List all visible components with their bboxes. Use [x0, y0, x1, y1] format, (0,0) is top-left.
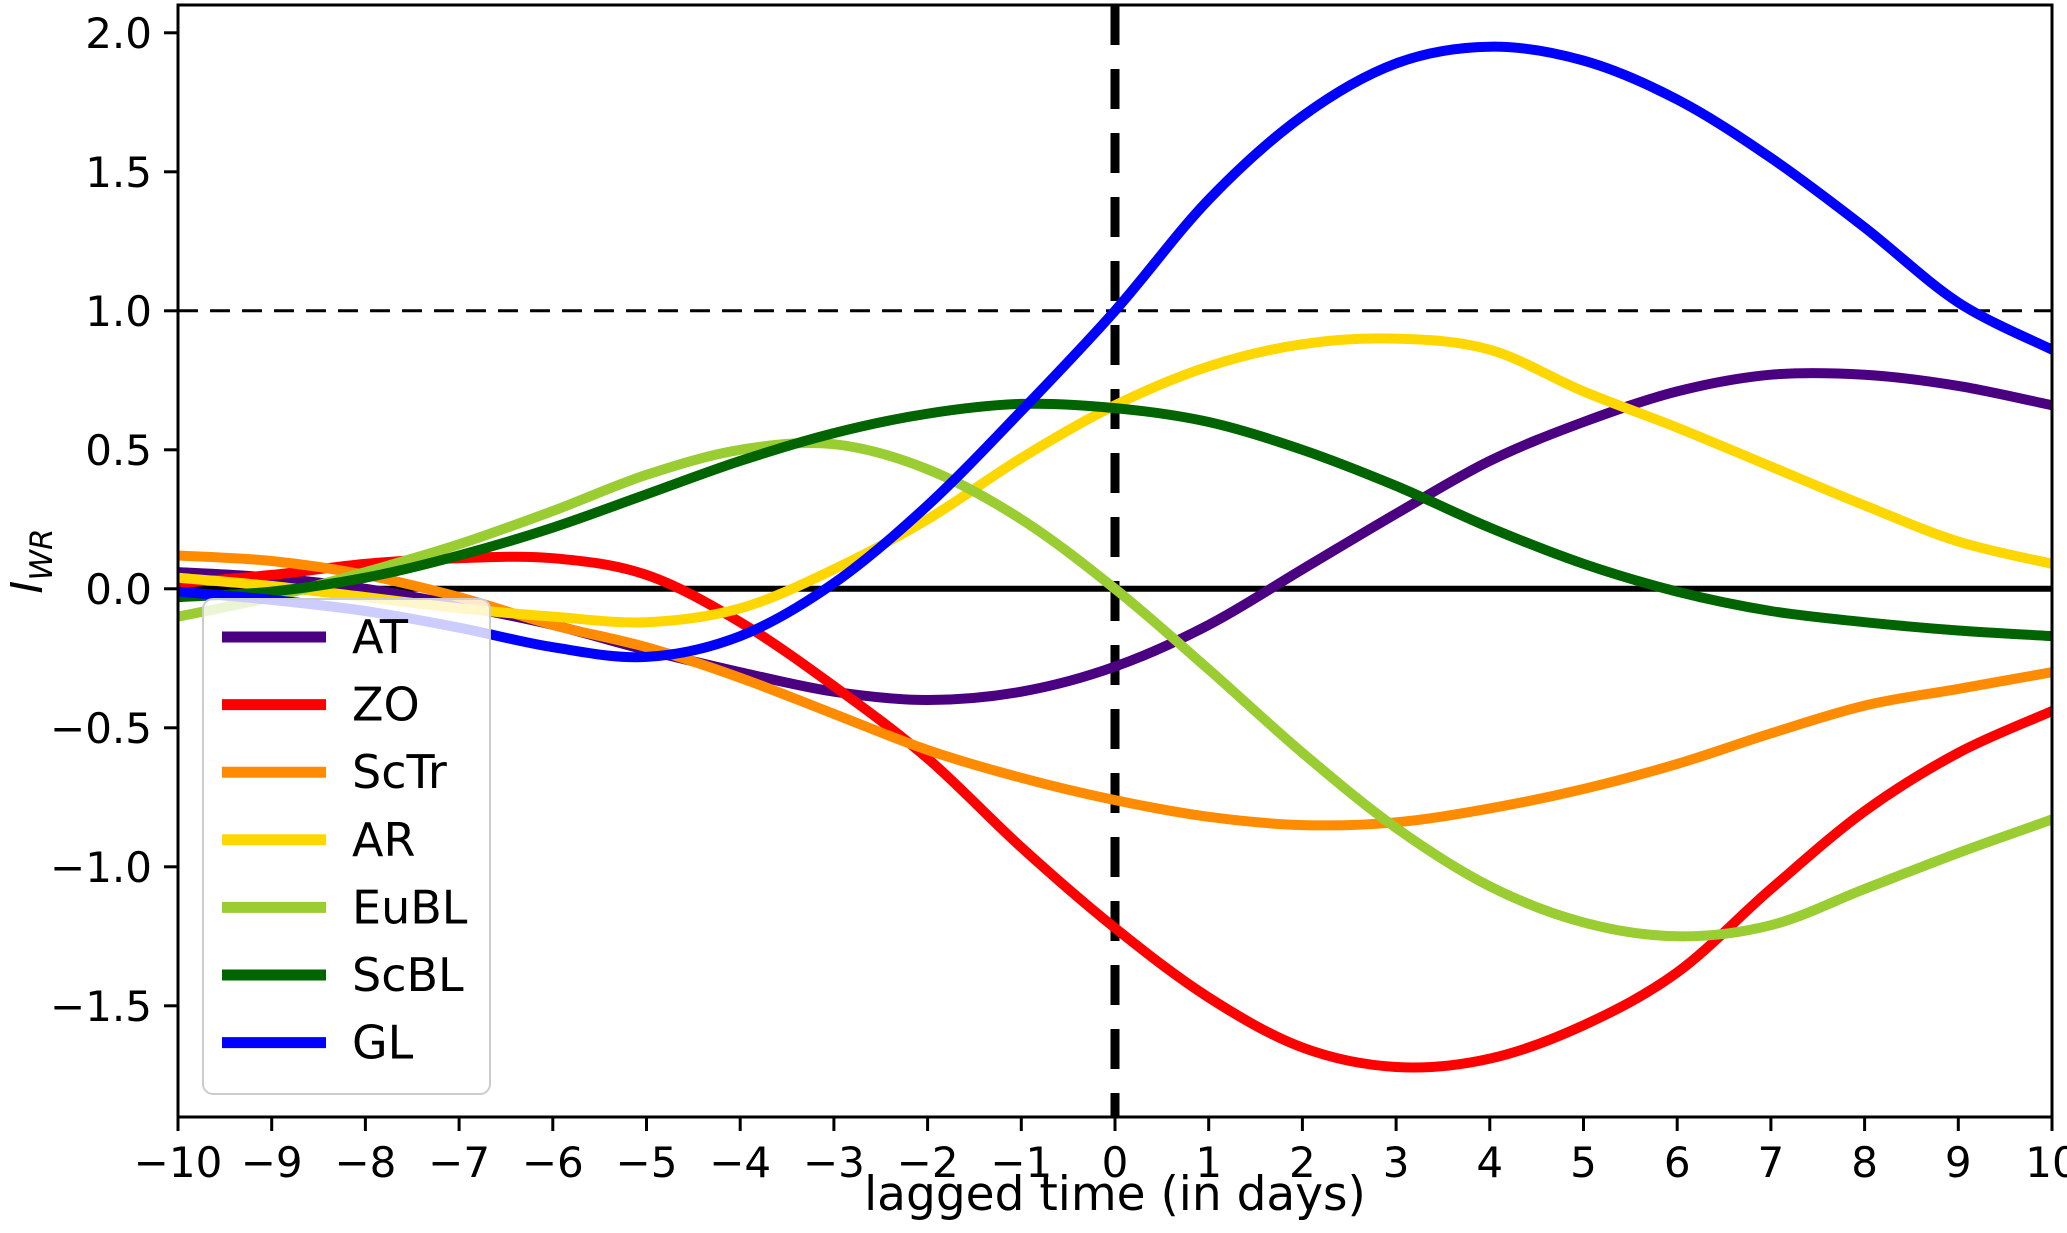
x-tick-label: 7 — [1758, 1138, 1785, 1187]
y-tick-label: 2.0 — [85, 9, 152, 58]
y-tick-label: −1.0 — [50, 843, 152, 892]
x-tick-label: 8 — [1851, 1138, 1878, 1187]
legend-label-GL: GL — [352, 1016, 414, 1070]
y-tick-label: 1.5 — [85, 148, 152, 197]
y-tick-label: −0.5 — [50, 704, 152, 753]
legend-item-GL: GL — [222, 1016, 414, 1070]
x-tick-label: −3 — [803, 1138, 865, 1187]
x-tick-label: 6 — [1664, 1138, 1691, 1187]
x-tick-label: 5 — [1570, 1138, 1597, 1187]
x-tick-label: 3 — [1383, 1138, 1410, 1187]
data-curves — [178, 41, 2052, 1073]
curve-ZO — [178, 551, 2052, 1073]
legend-item-ZO: ZO — [222, 678, 420, 732]
curve-ScBL — [178, 398, 2052, 642]
legend-label-ZO: ZO — [352, 678, 420, 732]
legend-item-AT: AT — [222, 610, 409, 664]
x-axis-label: lagged time (in days) — [864, 1167, 1366, 1222]
legend-item-ScTr: ScTr — [222, 745, 447, 799]
x-tick-label: −1 — [990, 1138, 1052, 1187]
y-axis-label: IWR — [2, 528, 60, 593]
y-tick-label: 0.5 — [85, 426, 152, 475]
x-tick-label: 1 — [1195, 1138, 1222, 1187]
x-tick-label: −6 — [522, 1138, 584, 1187]
legend-label-EuBL: EuBL — [352, 880, 468, 934]
axis-tick-labels: −10 −9 −8 −7 −6 −5 −4 −3 −2 −1 0 1 2 3 4 5 6 7 8 9 102.01.51… — [50, 9, 2067, 1187]
legend-label-ScTr: ScTr — [352, 745, 447, 799]
x-tick-label: −10 — [134, 1138, 223, 1187]
x-tick-label: 4 — [1476, 1138, 1503, 1187]
legend-label-ScBL: ScBL — [352, 948, 464, 1002]
legend-item-EuBL: EuBL — [222, 880, 468, 934]
legend-box — [202, 598, 491, 1095]
x-tick-label: 2 — [1289, 1138, 1316, 1187]
y-tick-label: 0.0 — [85, 565, 152, 614]
x-tick-label: −8 — [334, 1138, 396, 1187]
x-tick-label: −2 — [897, 1138, 959, 1187]
legend: AT ZO ScTr AR EuBL ScBL GL — [202, 598, 491, 1095]
curve-GL — [178, 41, 2052, 663]
y-axis-label-subscript: WR — [24, 528, 60, 580]
y-tick-label: −1.5 — [50, 982, 152, 1031]
y-axis-label-base: I — [2, 581, 53, 594]
x-tick-label: 0 — [1102, 1138, 1129, 1187]
y-tick-label: 1.0 — [85, 287, 152, 336]
x-tick-label: −5 — [616, 1138, 678, 1187]
axis-ticks — [164, 31, 2054, 1131]
legend-label-AT: AT — [352, 610, 409, 664]
x-tick-label: 10 — [2025, 1138, 2067, 1187]
x-tick-label: −4 — [709, 1138, 771, 1187]
curve-EuBL — [178, 438, 2052, 942]
legend-item-AR: AR — [222, 813, 415, 867]
x-tick-label: −9 — [241, 1138, 303, 1187]
x-tick-label: −7 — [428, 1138, 490, 1187]
legend-label-AR: AR — [352, 813, 415, 867]
legend-item-ScBL: ScBL — [222, 948, 464, 1002]
x-tick-label: 9 — [1945, 1138, 1972, 1187]
